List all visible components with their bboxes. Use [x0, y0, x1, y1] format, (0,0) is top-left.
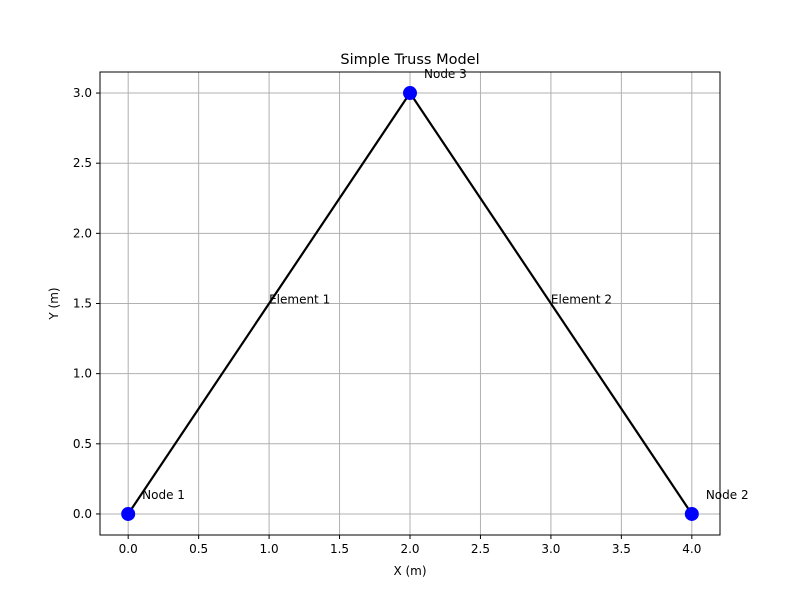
x-tick-label: 4.0	[682, 542, 701, 556]
truss-element-line	[409, 92, 693, 515]
x-tick-label: 1.0	[260, 542, 279, 556]
x-tick-label: 0.0	[119, 542, 138, 556]
element-label: Element 2	[551, 293, 612, 307]
annotations: Element 1 Element 2 Node 1 Node 2 Node 3	[142, 67, 748, 502]
x-axis-label: X (m)	[393, 564, 426, 578]
axis-ticks: 0.0 0.5 1.0 1.5 2.0 2.5 3.0 3.5 4.0 0.0 0.5 1.0 1.5 2…	[73, 86, 701, 556]
node-label: Node 1	[142, 488, 185, 502]
y-tick-label: 3.0	[73, 86, 92, 100]
y-tick-label: 2.0	[73, 226, 92, 240]
y-tick-label: 0.5	[73, 437, 92, 451]
x-tick-label: 3.5	[612, 542, 631, 556]
truss-element-line	[127, 92, 411, 515]
y-tick-label: 2.5	[73, 156, 92, 170]
truss-nodes	[121, 86, 699, 521]
chart-title: Simple Truss Model	[340, 52, 479, 68]
x-tick-label: 0.5	[189, 542, 208, 556]
x-tick-label: 2.5	[471, 542, 490, 556]
x-tick-label: 2.0	[400, 542, 419, 556]
y-tick-label: 1.5	[73, 297, 92, 311]
y-tick-label: 1.0	[73, 367, 92, 381]
x-tick-label: 3.0	[541, 542, 560, 556]
node-marker	[121, 506, 136, 521]
x-tick-label: 1.5	[330, 542, 349, 556]
node-marker	[684, 506, 699, 521]
node-label: Node 2	[706, 488, 749, 502]
y-axis-label: Y (m)	[47, 287, 61, 320]
node-label: Node 3	[424, 67, 467, 81]
truss-elements	[127, 92, 693, 515]
element-label: Element 1	[269, 293, 330, 307]
grid	[100, 72, 720, 535]
node-marker	[403, 86, 417, 101]
y-tick-label: 0.0	[73, 507, 92, 521]
